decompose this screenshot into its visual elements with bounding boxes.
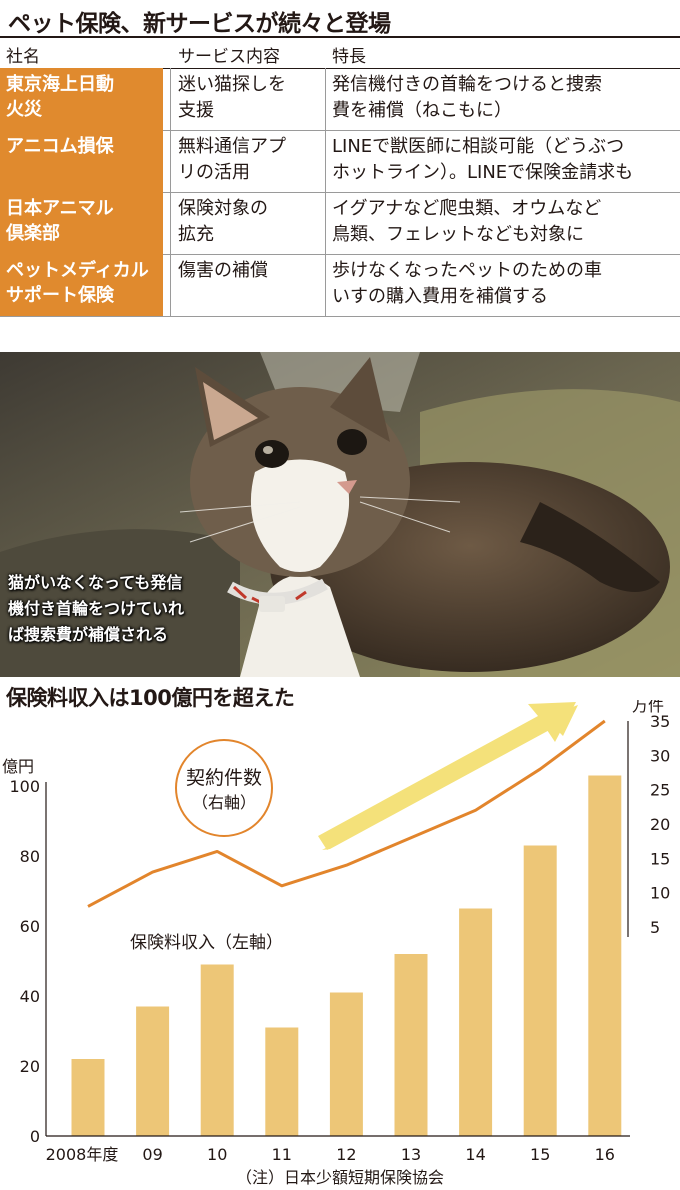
right-tick-label: 25 [650, 781, 670, 800]
service-cell: 保険対象の 拡充 [178, 198, 268, 245]
company-cell: 日本アニマル 倶楽部 [0, 192, 163, 254]
right-tick-label: 5 [650, 918, 660, 937]
right-tick-label: 10 [650, 884, 670, 903]
table-row: アニコム損保 無料通信アプ リの活用 LINEで獣医師に相談可能（どうぶつ ホットラ… [0, 130, 680, 193]
page-title: ペット保険、新サービスが続々と登場 [8, 11, 391, 37]
combo-chart: 億円 0 20 40 60 80 100 万件 5 10 15 20 25 30 35 2008年度 09 10 1… [2, 700, 670, 1162]
chart-title: 保険料収入は100億円を超えた [6, 686, 295, 710]
table-row: 日本アニマル 倶楽部 保険対象の 拡充 イグアナなど爬虫類、オウムなど 鳥類、フェレッ… [0, 192, 680, 255]
right-tick-label: 20 [650, 815, 670, 834]
x-tick-label: 11 [272, 1145, 292, 1162]
header-company: 社名 [6, 47, 40, 67]
table-row: ペットメディカル サポート保険 傷害の補償 歩けなくなったペットのための車 いすの購… [0, 254, 680, 317]
line-series-label: （右軸） [192, 793, 256, 812]
feature-cell: イグアナなど爬虫類、オウムなど 鳥類、フェレットなども対象に [332, 198, 602, 245]
bar [523, 845, 557, 1136]
left-tick-label: 60 [20, 917, 40, 936]
bar [200, 964, 234, 1136]
x-tick-label: 13 [401, 1145, 421, 1162]
cat-photo [0, 352, 680, 677]
x-tick-label: 12 [336, 1145, 356, 1162]
bar [136, 1006, 170, 1136]
bar [329, 992, 363, 1136]
photo-caption: 猫がいなくなっても発信 機付き首輪をつけていれ ば捜索費が補償される [8, 573, 185, 644]
bar [265, 1027, 299, 1136]
left-tick-label: 100 [9, 777, 40, 796]
table-row: 東京海上日動 火災 迷い猫探しを 支援 発信機付きの首輪をつけると捜索 費を補償（ねこ… [0, 68, 680, 131]
service-cell: 傷害の補償 [178, 260, 268, 281]
left-tick-label: 20 [20, 1057, 40, 1076]
left-tick-label: 0 [30, 1127, 40, 1146]
feature-cell: LINEで獣医師に相談可能（どうぶつ ホットライン）。LINEで保険金請求も [332, 136, 634, 183]
bar [588, 775, 622, 1136]
annotation-circle [175, 739, 273, 837]
left-axis-unit: 億円 [2, 757, 34, 776]
right-tick-label: 35 [650, 712, 670, 731]
x-tick-label: 15 [530, 1145, 550, 1162]
bar-series-label: 保険料収入（左軸） [130, 933, 283, 953]
left-tick-label: 40 [20, 987, 40, 1006]
line-series [87, 719, 606, 908]
line-series-label: 契約件数 [186, 767, 262, 789]
bar [71, 1059, 105, 1136]
header-service: サービス内容 [178, 47, 280, 67]
right-tick-label: 30 [650, 746, 670, 765]
service-cell: 迷い猫探しを 支援 [178, 74, 286, 121]
x-tick-label: 14 [465, 1145, 485, 1162]
x-tick-label: 10 [207, 1145, 227, 1162]
company-cell: ペットメディカル サポート保険 [0, 254, 163, 316]
bar [459, 908, 493, 1136]
bar [394, 954, 428, 1136]
source-note: （注）日本少額短期保険協会 [235, 1168, 444, 1187]
service-cell: 無料通信アプ リの活用 [178, 136, 286, 183]
x-tick-label: 16 [595, 1145, 615, 1162]
x-tick-label: 09 [142, 1145, 162, 1162]
feature-cell: 歩けなくなったペットのための車 いすの購入費用を補償する [332, 260, 602, 307]
header-feature: 特長 [332, 47, 366, 67]
right-axis-unit: 万件 [632, 700, 664, 715]
right-tick-label: 15 [650, 849, 670, 868]
table-header: 社名 サービス内容 特長 [0, 36, 680, 69]
left-tick-label: 80 [20, 847, 40, 866]
trend-arrow-head [318, 702, 576, 850]
x-tick-label: 2008年度 [46, 1145, 119, 1162]
feature-cell: 発信機付きの首輪をつけると捜索 費を補償（ねこもに） [332, 74, 602, 121]
company-cell: アニコム損保 [0, 130, 163, 192]
company-cell: 東京海上日動 火災 [0, 68, 163, 130]
